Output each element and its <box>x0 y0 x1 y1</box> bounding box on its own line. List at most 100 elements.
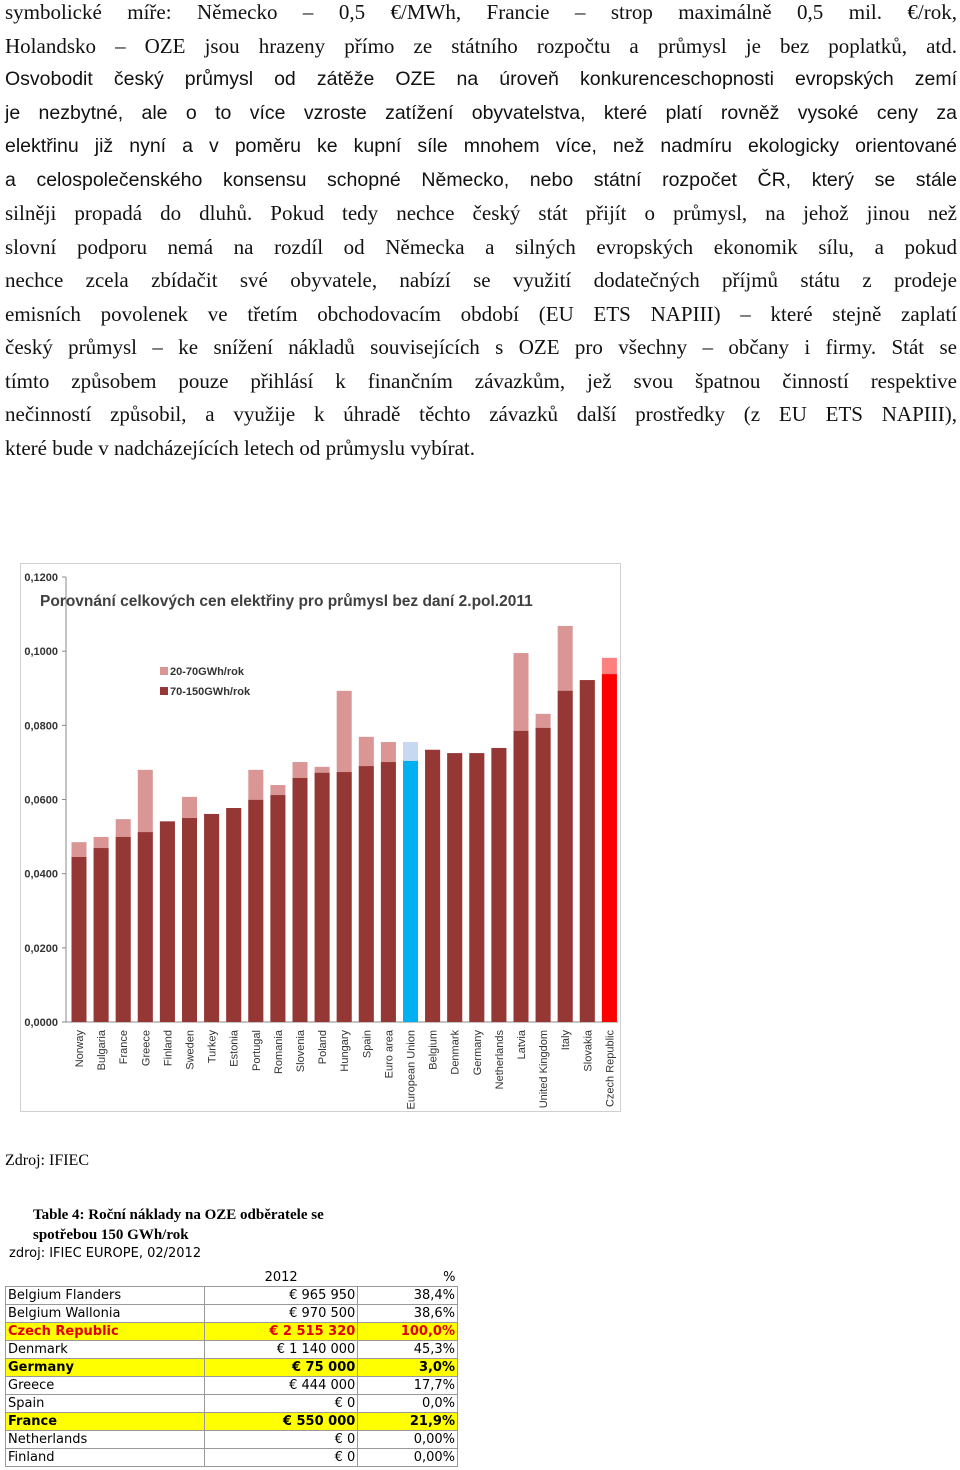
table-cell: € 965 950 <box>204 1286 359 1305</box>
bar <box>248 799 264 1022</box>
paragraph: symbolické míře: Německo – 0,5 €/MWh, Fr… <box>5 0 957 465</box>
y-tick-label: 0,0600 <box>24 795 58 807</box>
table: 2012% Belgium Flanders € 965 950 38,4% Belgi… <box>4 1269 458 1467</box>
table-row: Finland € 0 0,00% <box>4 1448 458 1467</box>
bar <box>336 772 352 1022</box>
y-tick-label: 0,0200 <box>24 943 58 955</box>
x-tick-label: Germany <box>472 1030 484 1076</box>
table-cell: 45,3% <box>357 1340 458 1359</box>
bar <box>93 848 109 1022</box>
bar <box>447 753 463 1022</box>
table-row: Belgium Flanders € 965 950 38,4% <box>4 1286 458 1305</box>
x-tick-label: Norway <box>74 1030 86 1068</box>
table-row: Germany € 75 000 3,0% <box>4 1358 458 1377</box>
x-tick-label: Spain <box>361 1030 373 1058</box>
table-cell: € 1 140 000 <box>204 1340 359 1359</box>
table-cell: Germany <box>4 1358 206 1377</box>
legend-swatch <box>160 687 168 695</box>
chart-title: Porovnání celkových cen elektřiny pro pr… <box>40 593 533 610</box>
text-line: elektřinu již nyní a v poměru ke kupní s… <box>5 135 957 157</box>
bar <box>71 856 87 1022</box>
bar <box>204 813 220 1022</box>
bar <box>425 749 441 1022</box>
bar <box>403 760 418 1022</box>
x-tick-label: Turkey <box>207 1030 219 1064</box>
table-cell: Spain <box>4 1394 206 1413</box>
table-cell: 100,0% <box>357 1322 458 1341</box>
legend-label: 70-150GWh/rok <box>170 686 251 698</box>
text-line: emisních povolenek ve třetím obchodovací… <box>5 301 957 326</box>
table-row: France € 550 000 21,9% <box>4 1412 458 1431</box>
x-tick-label: Italy <box>560 1030 572 1051</box>
text-line: je nezbytné, ale o to více vzroste zatíž… <box>5 101 957 124</box>
table-subtitle: zdroj: IFIEC EUROPE, 02/2012 <box>9 1246 202 1261</box>
text-line: silněji propadá do dluhů. Pokud tedy nec… <box>5 201 957 225</box>
bar <box>469 753 485 1022</box>
x-tick-label: Bulgaria <box>96 1029 108 1070</box>
text-line: Holandsko – OZE jsou hrazeny přímo ze st… <box>5 33 957 58</box>
table-cell: 3,0% <box>357 1358 458 1377</box>
table-row: Greece € 444 000 17,7% <box>4 1376 458 1395</box>
table-cell: € 970 500 <box>204 1304 359 1323</box>
table-row: Czech Republic € 2 515 320 100,0% <box>4 1322 458 1341</box>
text-line: Osvobodit český průmysl od zátěže OZE na… <box>5 68 957 90</box>
x-tick-label: United Kingdom <box>538 1030 550 1108</box>
table-header: 2012% <box>6 1269 458 1287</box>
table-cell: 0,00% <box>357 1448 458 1467</box>
source: Zdroj: IFIEC <box>5 1152 89 1169</box>
table-cell: 38,6% <box>357 1304 458 1323</box>
bar <box>292 777 308 1022</box>
text-line: český průmysl – ke snížení nákladů souvi… <box>5 335 957 359</box>
x-tick-label: Estonia <box>229 1029 241 1067</box>
header-cell: % <box>443 1270 456 1285</box>
x-tick-label: Greece <box>140 1030 152 1066</box>
chart: Porovnání celkových cen elektřiny pro pr… <box>20 563 621 1112</box>
x-tick-label: Poland <box>317 1030 329 1064</box>
y-tick-label: 0,0000 <box>24 1017 58 1029</box>
header-cell <box>6 1269 205 1287</box>
legend-swatch <box>160 667 168 675</box>
table-cell: France <box>4 1412 206 1431</box>
bar <box>314 772 330 1022</box>
text-line: nechce zcela zbídačit své obyvatele, nab… <box>5 268 957 292</box>
table-cell: € 2 515 320 <box>204 1322 359 1341</box>
bar <box>535 727 551 1022</box>
x-tick-label: Hungary <box>339 1030 351 1072</box>
text-line: nečinností způsobil, a využije k úhradě … <box>5 402 957 426</box>
x-tick-label: France <box>118 1030 130 1064</box>
x-tick-label: Sweden <box>185 1030 197 1070</box>
x-tick-label: Netherlands <box>494 1030 506 1090</box>
table-block: Table 4: Roční náklady na OZE odběratele… <box>4 1205 460 1467</box>
bar <box>601 674 617 1022</box>
text-line: slovní podporu nemá na rozdíl od Německa… <box>5 234 957 259</box>
x-tick-label: Romania <box>273 1029 285 1074</box>
table-title: spotřebou 150 GWh/rok <box>33 1227 189 1243</box>
table-title: Table 4: Roční náklady na OZE odběratele… <box>33 1207 324 1223</box>
table-cell: € 0 <box>204 1394 359 1413</box>
table-cell: Denmark <box>4 1340 206 1359</box>
table-cell: Greece <box>4 1376 206 1395</box>
y-tick-label: 0,0800 <box>24 720 58 732</box>
x-tick-label: Finland <box>162 1030 174 1066</box>
table-cell: Finland <box>4 1448 206 1467</box>
text-line: symbolické míře: Německo – 0,5 €/MWh, Fr… <box>5 0 957 24</box>
table-row: Belgium Wallonia € 970 500 38,6% <box>4 1304 458 1323</box>
table-cell: € 0 <box>204 1448 359 1467</box>
table-cell: € 444 000 <box>204 1376 359 1395</box>
table-cell: 38,4% <box>357 1286 458 1305</box>
table-cell: € 550 000 <box>204 1412 359 1431</box>
text-line: které bude v nadcházejících letech od pr… <box>5 435 475 460</box>
table-row: Netherlands € 0 0,00% <box>4 1430 458 1449</box>
bar <box>182 818 197 1022</box>
header-cell: 2012 <box>264 1270 298 1285</box>
table-cell: Belgium Wallonia <box>4 1304 206 1323</box>
x-tick-label: Czech Republic <box>604 1030 616 1108</box>
bar <box>226 808 242 1022</box>
table-row: Denmark € 1 140 000 45,3% <box>4 1340 458 1359</box>
table-cell: Belgium Flanders <box>4 1286 206 1305</box>
table-row: Spain € 0 0,0% <box>4 1394 458 1413</box>
x-tick-label: Slovenia <box>295 1029 307 1072</box>
bar <box>159 821 175 1022</box>
bar <box>358 766 374 1022</box>
